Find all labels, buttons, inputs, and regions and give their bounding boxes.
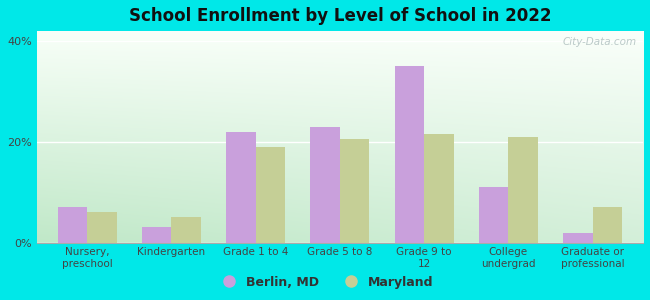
Bar: [508, 136, 538, 243]
Bar: [172, 218, 201, 243]
Title: School Enrollment by Level of School in 2022: School Enrollment by Level of School in …: [129, 7, 551, 25]
Bar: [424, 134, 454, 243]
Bar: [593, 207, 622, 243]
Legend: Berlin, MD, Maryland: Berlin, MD, Maryland: [211, 271, 439, 294]
Bar: [87, 212, 116, 243]
Bar: [58, 207, 87, 243]
Bar: [479, 187, 508, 243]
Text: City-Data.com: City-Data.com: [563, 37, 637, 47]
Bar: [395, 66, 424, 243]
Bar: [226, 132, 255, 243]
Bar: [563, 232, 593, 243]
Bar: [340, 139, 369, 243]
Bar: [255, 147, 285, 243]
Bar: [142, 227, 172, 243]
Bar: [310, 127, 340, 243]
